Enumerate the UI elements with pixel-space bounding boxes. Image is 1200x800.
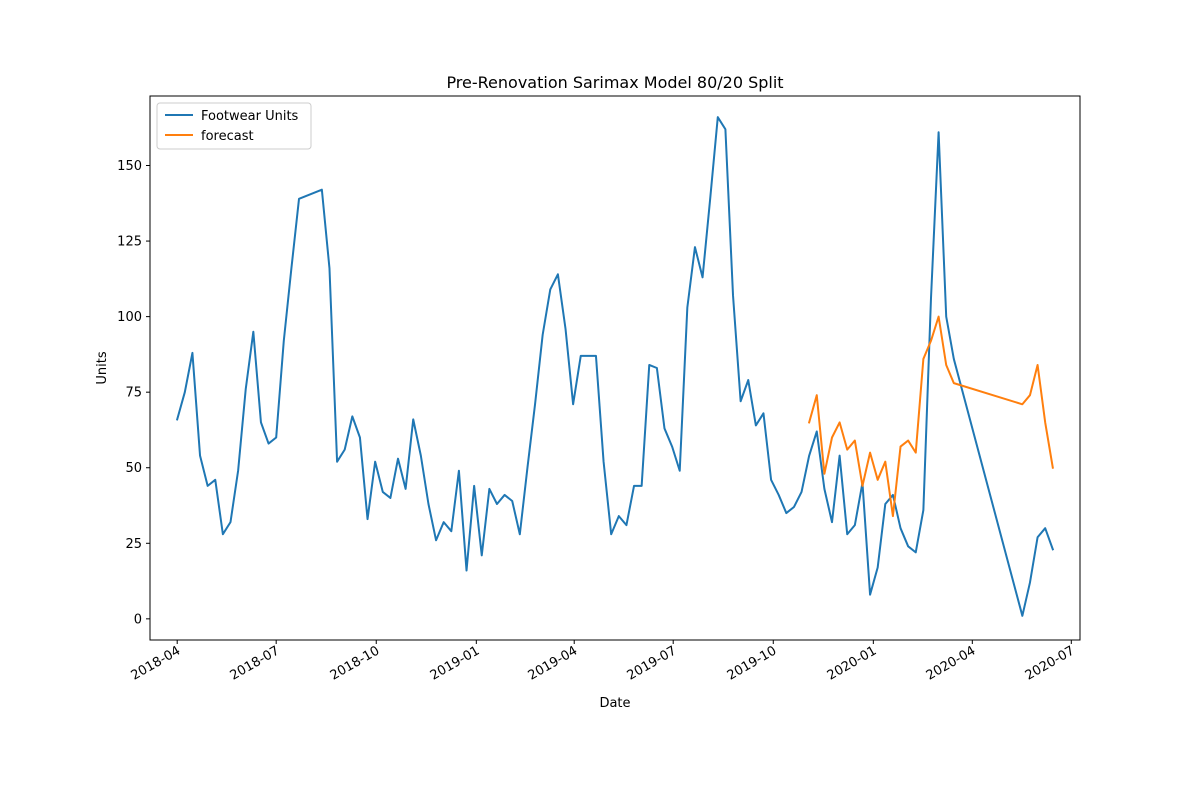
y-axis: 0 25 50 75 100 125 150 (117, 159, 150, 627)
chart-title: Pre-Renovation Sarimax Model 80/20 Split (446, 73, 783, 92)
legend-label-forecast: forecast (201, 129, 254, 144)
legend-label-footwear-units: Footwear Units (201, 109, 299, 124)
series-line-footwear-units (175, 116, 1055, 617)
y-axis-title: Units (95, 351, 110, 384)
y-tick-label: 50 (125, 461, 142, 476)
y-tick-label: 125 (117, 235, 142, 250)
y-tick-label: 150 (117, 159, 142, 174)
plot-frame (149, 95, 1081, 641)
plot-series-group (175, 116, 1055, 617)
series-line-forecast (807, 315, 1054, 518)
x-axis-title: Date (599, 696, 630, 711)
y-tick-label: 25 (125, 537, 142, 552)
y-tick-label: 0 (134, 612, 142, 627)
y-tick-label: 75 (125, 386, 142, 401)
y-tick-label: 100 (117, 310, 142, 325)
legend: Footwear Units forecast (156, 102, 312, 150)
legend-box (156, 102, 312, 150)
